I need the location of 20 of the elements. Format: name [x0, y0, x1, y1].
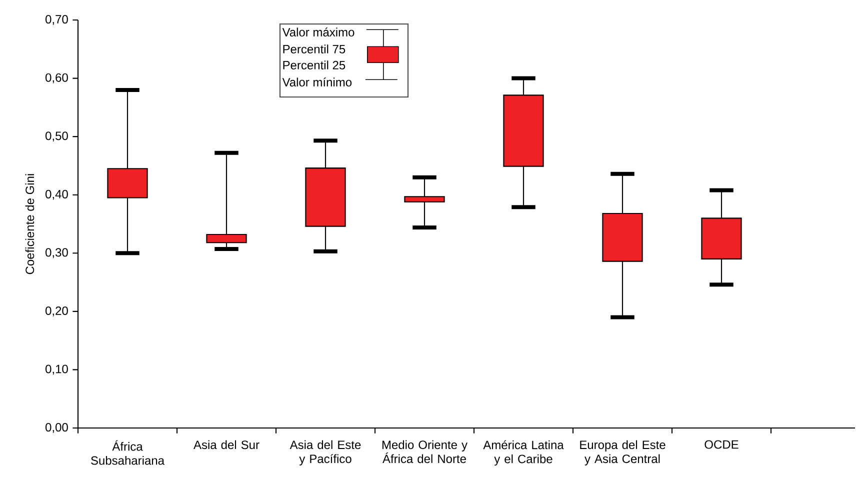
y-tick-label: 0,70	[46, 15, 68, 25]
x-tick-label: América Latina y el Caribe	[483, 440, 564, 466]
x-tick-label: Europa del Este y Asia Central	[580, 440, 666, 466]
y-tick-label: 0,20	[46, 306, 68, 316]
x-tick-label: Medio Oriente y África del Norte	[382, 440, 468, 464]
y-tick-label: 0,40	[46, 190, 68, 200]
annotation: Percentil 75	[283, 44, 346, 54]
annotation: Valor máximo	[282, 28, 354, 36]
y-tick-label: 0,60	[46, 73, 68, 84]
y-tick-label: 0,50	[46, 132, 68, 142]
x-tick-label: Asia del Este y Pacífico	[290, 440, 361, 466]
annotation: Valor mínimo	[282, 78, 352, 86]
x-tick-label: África Subsahariana	[91, 440, 165, 465]
y-tick-label: 0,10	[46, 364, 68, 375]
annotation: Percentil 25	[283, 60, 346, 70]
x-tick-label: Asia del Sur	[194, 440, 260, 450]
y-axis-title: Coeficiente de Gini	[25, 174, 34, 274]
y-tick-label: 0,30	[46, 248, 68, 258]
y-tick-label: 0,00	[46, 423, 68, 433]
x-tick-label: OCDE	[704, 440, 738, 449]
